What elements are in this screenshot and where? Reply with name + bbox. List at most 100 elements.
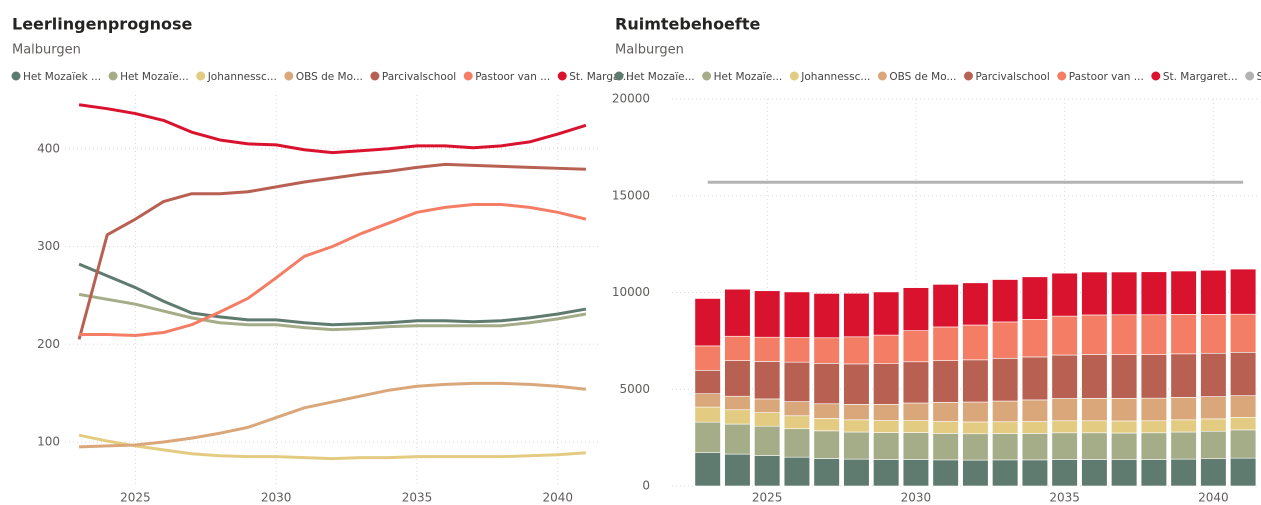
y-tick-label: 15000 xyxy=(612,188,650,202)
series-line xyxy=(78,103,587,155)
bar-segment xyxy=(1111,398,1138,422)
bar-segment xyxy=(873,420,900,433)
bar-segment xyxy=(1170,397,1197,421)
bar-segment xyxy=(1021,356,1048,401)
bar-segment xyxy=(1021,319,1048,358)
bar-segment xyxy=(754,455,781,487)
bar-segment xyxy=(1200,396,1227,420)
bar-segment xyxy=(902,330,930,363)
bar-segment xyxy=(992,400,1019,423)
legend-label: Het Mozaïe... xyxy=(714,71,783,83)
bar-segment xyxy=(813,403,840,419)
bar-segment xyxy=(694,393,721,408)
series-line xyxy=(79,381,587,449)
bar-segment xyxy=(1111,354,1138,399)
bar-segment xyxy=(1111,459,1138,487)
bar-segment xyxy=(724,395,751,411)
bar-segment xyxy=(694,345,721,371)
bar-segment xyxy=(1111,432,1138,460)
legend-marker xyxy=(702,71,712,81)
chart-title: Leerlingenprognose xyxy=(12,15,193,34)
bar-segment xyxy=(843,336,870,365)
bar-segment xyxy=(873,291,900,336)
legend-marker xyxy=(557,71,567,81)
bar-segment xyxy=(902,432,930,460)
bar-segment xyxy=(1081,271,1108,316)
bar-segment xyxy=(754,361,781,400)
bar-segment xyxy=(1170,458,1197,487)
bar-segment xyxy=(1140,397,1167,422)
bar-segment xyxy=(962,401,989,423)
bar-segment xyxy=(962,459,989,487)
bar-segment xyxy=(694,298,721,347)
bar-segment xyxy=(813,430,840,459)
y-tick-label: 300 xyxy=(37,239,60,253)
bar-segment xyxy=(1081,398,1108,422)
bar-segment xyxy=(1200,352,1227,397)
bar-segment xyxy=(1200,418,1227,432)
bar-segment xyxy=(754,398,781,413)
bar-segment xyxy=(1021,459,1048,487)
bar-segment xyxy=(724,360,751,397)
bar-segment xyxy=(962,282,989,326)
bar-segment xyxy=(1081,459,1108,487)
legend-label: Het Mozaïe... xyxy=(626,71,695,83)
x-tick-label: 2040 xyxy=(1198,491,1229,505)
bar-segment xyxy=(1230,351,1257,396)
legend-label: Het Mozaïek ... xyxy=(23,71,101,83)
bar-segment xyxy=(843,431,870,460)
bar-segment xyxy=(694,369,721,395)
series-line xyxy=(79,202,587,337)
series-line xyxy=(77,162,586,340)
bar-segment xyxy=(1170,314,1197,355)
bar-segment xyxy=(1021,276,1048,320)
bar-segment xyxy=(754,425,781,456)
bar-segment xyxy=(1230,417,1257,431)
legend-label: Johannessc... xyxy=(207,71,277,83)
bar-segment xyxy=(694,421,721,454)
bar-segment xyxy=(783,415,811,430)
bar-segment xyxy=(783,291,811,338)
legend-label: Pastoor van ... xyxy=(475,71,550,83)
bar-segment xyxy=(1051,398,1078,422)
bar-segment xyxy=(902,287,930,331)
bar-segment xyxy=(1021,399,1048,422)
x-tick-label: 2025 xyxy=(752,491,783,505)
legend-marker xyxy=(614,71,624,81)
bar-segment xyxy=(962,324,989,361)
bar-segment xyxy=(1111,420,1138,434)
legend-label: Som van bvo xyxy=(1257,71,1261,83)
x-tick-label: 2035 xyxy=(1049,491,1080,505)
bar-segment xyxy=(873,432,900,460)
series-line xyxy=(78,433,587,461)
bar-segment xyxy=(1230,457,1257,487)
bar-segment xyxy=(992,321,1019,359)
bar-segment xyxy=(1230,429,1257,459)
bar-segment xyxy=(1051,272,1078,317)
bar-segment xyxy=(1200,430,1227,460)
bar-segment xyxy=(1230,395,1257,418)
legend-marker xyxy=(1245,71,1255,81)
bar-segment xyxy=(902,420,930,433)
bar-segment xyxy=(992,459,1019,487)
series-line xyxy=(78,262,587,327)
bar-segment xyxy=(1170,419,1197,433)
bar-segment xyxy=(1021,433,1048,461)
bar-segment xyxy=(754,290,781,338)
bar-segment xyxy=(843,292,870,338)
bar-segment xyxy=(754,336,781,362)
bar-segment xyxy=(932,402,959,422)
bar-segment xyxy=(992,433,1019,461)
bar-segment xyxy=(724,453,751,487)
legend-marker xyxy=(877,71,887,81)
bar-segment xyxy=(843,363,870,405)
chart-title: Ruimtebehoefte xyxy=(615,15,761,34)
bar-segment xyxy=(724,409,751,425)
bar-segment xyxy=(813,458,840,487)
bar-segment xyxy=(1230,268,1257,315)
legend-marker xyxy=(1151,71,1161,81)
bar-segment xyxy=(932,284,959,328)
y-tick-label: 20000 xyxy=(612,92,650,106)
bar-segment xyxy=(1200,269,1227,315)
